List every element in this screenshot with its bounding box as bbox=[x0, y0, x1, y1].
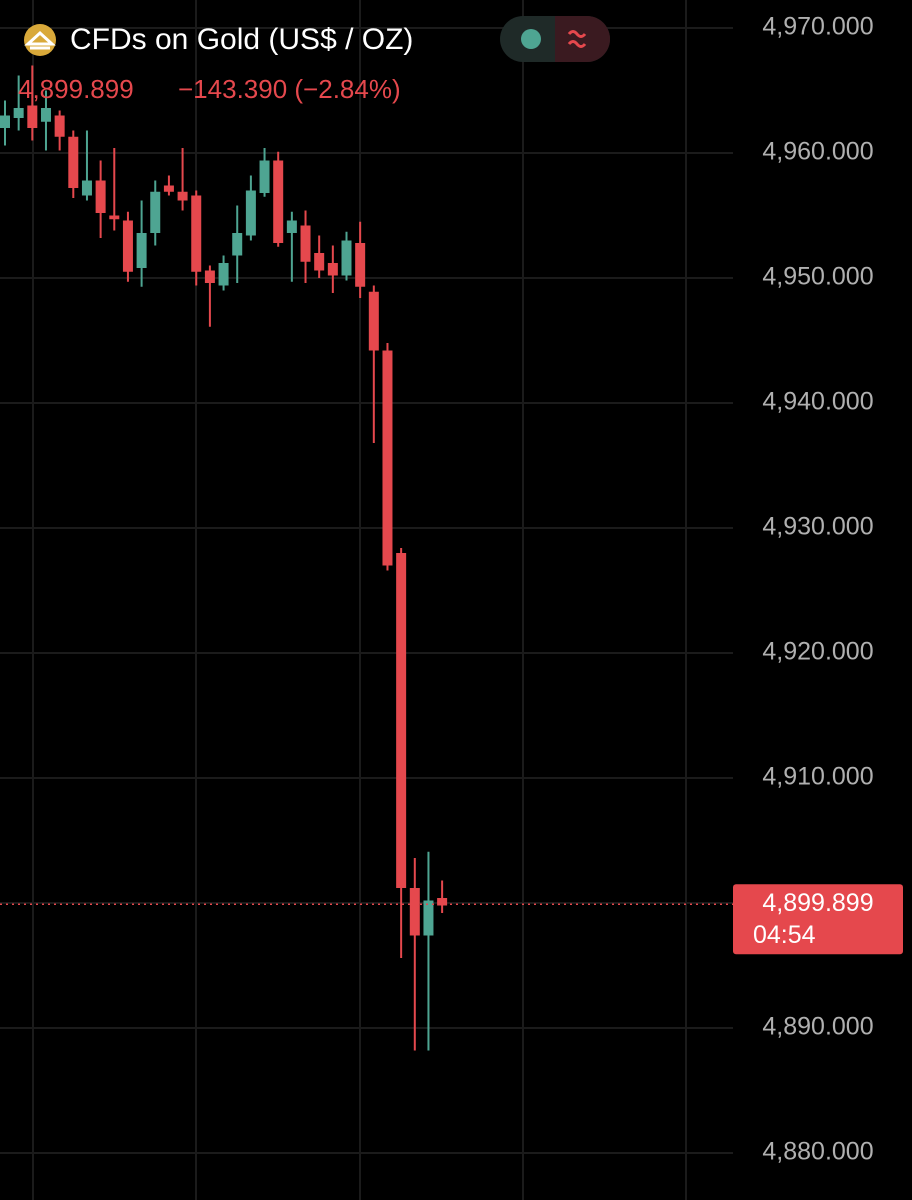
candle-body bbox=[68, 136, 79, 188]
y-tick-label: 4,920.000 bbox=[762, 638, 873, 666]
candle-body bbox=[95, 180, 106, 213]
symbol-icon bbox=[24, 24, 56, 56]
candle-body bbox=[0, 115, 10, 128]
candle-body bbox=[327, 263, 338, 276]
candle-body bbox=[368, 291, 379, 351]
candle-body bbox=[314, 253, 325, 271]
change-label: −143.390 (−2.84%) bbox=[178, 74, 401, 104]
candle-body bbox=[177, 191, 188, 201]
candle-body bbox=[191, 195, 202, 272]
y-tick-label: 4,880.000 bbox=[762, 1138, 873, 1166]
price-axis: 4,880.0004,890.0004,900.0004,910.0004,92… bbox=[0, 13, 903, 1166]
candle-body bbox=[259, 160, 270, 193]
candle-body bbox=[300, 225, 311, 262]
candle-body bbox=[27, 105, 38, 128]
candle-body bbox=[382, 350, 393, 566]
candle-body bbox=[13, 108, 24, 118]
grid bbox=[0, 0, 733, 1200]
candle-body bbox=[341, 240, 352, 276]
candle-body bbox=[54, 115, 65, 137]
candles bbox=[0, 65, 448, 1051]
y-tick-label: 4,890.000 bbox=[762, 1013, 873, 1041]
y-tick-label: 4,930.000 bbox=[762, 513, 873, 541]
countdown-label: 04:54 bbox=[753, 921, 816, 949]
candle-body bbox=[204, 270, 215, 283]
candle-body bbox=[423, 900, 434, 936]
market-open-dot bbox=[521, 29, 541, 49]
candle-body bbox=[136, 233, 147, 268]
y-tick-label: 4,940.000 bbox=[762, 388, 873, 416]
price-label: 4,899.899 bbox=[18, 74, 134, 104]
y-tick-label: 4,950.000 bbox=[762, 263, 873, 291]
delayed-icon bbox=[567, 30, 587, 48]
candle-body bbox=[286, 220, 297, 233]
candle-body bbox=[150, 191, 161, 233]
candle-body bbox=[245, 190, 256, 236]
chart-title: CFDs on Gold (US$ / OZ) bbox=[70, 23, 413, 56]
candle-body bbox=[122, 220, 133, 272]
last-price-tag bbox=[733, 884, 903, 955]
candle-body bbox=[218, 263, 229, 286]
candle-body bbox=[40, 108, 51, 122]
candle-body bbox=[81, 180, 92, 196]
y-tick-label: 4,960.000 bbox=[762, 138, 873, 166]
candle-body bbox=[163, 185, 174, 192]
symbol-icon-glyph bbox=[24, 30, 56, 50]
candle-body bbox=[437, 898, 448, 906]
y-tick-label: 4,910.000 bbox=[762, 763, 873, 791]
candle-body bbox=[232, 233, 243, 256]
candle-body bbox=[355, 243, 366, 287]
candle-body bbox=[409, 888, 420, 936]
last-price-label: 4,899.899 bbox=[762, 889, 873, 917]
header: CFDs on Gold (US$ / OZ) 4,899.899 −143.3… bbox=[18, 16, 610, 104]
candle-body bbox=[109, 215, 120, 220]
candle-body bbox=[273, 160, 284, 243]
y-tick-label: 4,970.000 bbox=[762, 13, 873, 41]
candle-body bbox=[396, 553, 407, 888]
status-toggle-right bbox=[555, 16, 610, 62]
